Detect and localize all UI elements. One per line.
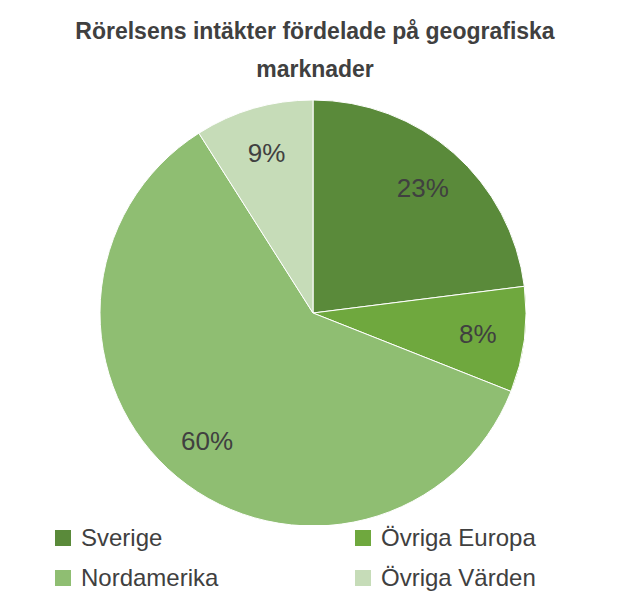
html-text:Övriga Europa: Övriga Europa (381, 524, 536, 551)
svg-text:60%: 60% (181, 426, 233, 456)
html-text:Övriga Värden: Övriga Värden (381, 564, 536, 591)
html-text:Sverige: Sverige (81, 524, 163, 551)
svg-text:9%: 9% (248, 138, 286, 168)
svg-text:23%: 23% (397, 173, 449, 203)
svg-text:8%: 8% (459, 319, 497, 349)
html-text:Rörelsens intäkter fördelade p: Rörelsens intäkter fördelade på geografi… (75, 18, 555, 82)
html-text:Nordamerika: Nordamerika (81, 564, 219, 591)
